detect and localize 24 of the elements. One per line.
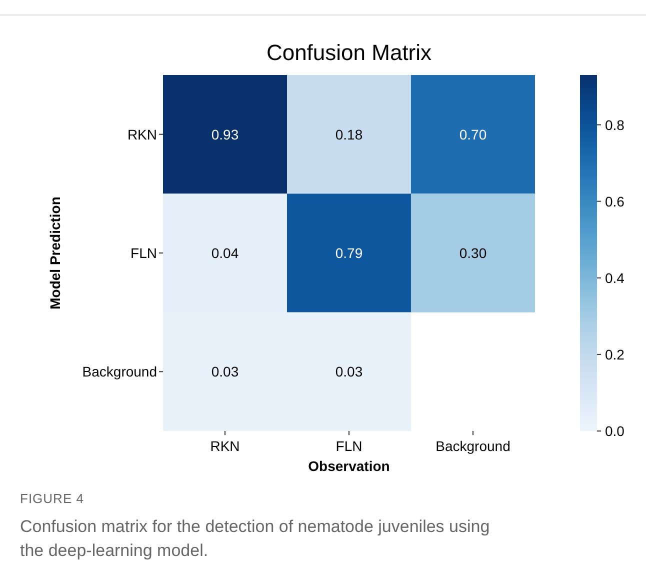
color-bar-label: 0.0 [605,423,625,439]
caption: FIGURE 4 [20,491,84,506]
data-label: 0.04 [211,245,239,261]
data-label: 0.79 [335,245,363,261]
color-bar-label: 0.6 [605,193,625,210]
x-axis-title: Observation [308,458,390,474]
x-tick-label: RKN [210,438,240,454]
color-bar-label: 0.4 [605,270,625,286]
data-label: 0.93 [211,126,239,142]
color-bar-label: 0.8 [605,116,625,133]
data-label: 0.03 [211,364,239,380]
data-label: 0.30 [459,245,487,261]
x-tick-label: Background [436,438,510,454]
y-tick-label: RKN [127,126,157,142]
y-axis-title: Model Prediction [47,196,63,310]
color-bar-label: 0.2 [605,346,625,362]
y-tick-label: FLN [130,245,157,261]
data-label: 0.70 [459,126,487,142]
chart-title: Confusion Matrix [266,40,432,65]
data-label: 0.18 [335,126,363,142]
x-tick-label: FLN [336,438,362,454]
data-label: 0.03 [335,364,363,380]
y-tick-label: Background [82,364,157,380]
text: Confusion matrix for the detection of nematode juveniles using the deep-learning model. [20,517,490,560]
